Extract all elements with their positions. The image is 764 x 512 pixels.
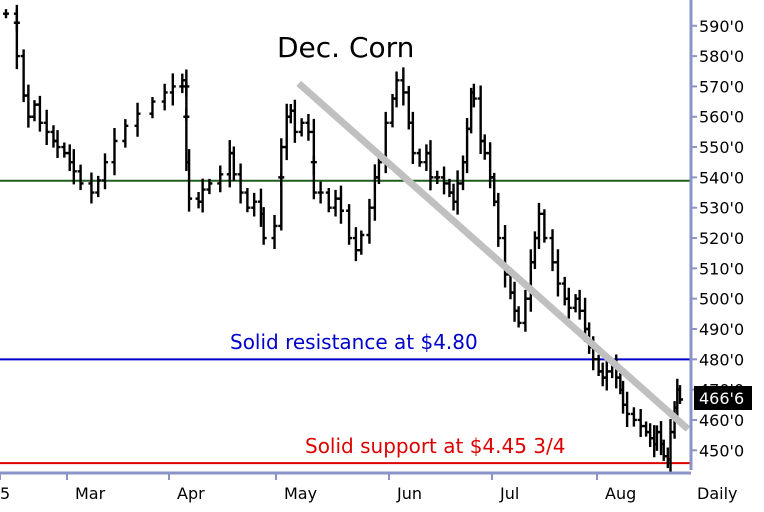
- y-tick-label: 450'0: [699, 441, 744, 460]
- horizontal-lines: [0, 179, 691, 465]
- x-tick-label: 5: [0, 484, 10, 503]
- price-bar: [310, 155, 317, 200]
- last-price-label: 466'6: [699, 389, 744, 408]
- x-tick-label: Apr: [177, 484, 205, 503]
- price-bar: [495, 192, 502, 247]
- price-bars: [3, 4, 683, 473]
- price-bar: [375, 155, 382, 185]
- price-bar: [36, 95, 43, 132]
- last-price-box: [694, 386, 752, 410]
- resistance-annotation: Solid resistance at $4.80: [230, 330, 478, 354]
- price-bar: [169, 73, 176, 106]
- price-bar: [630, 407, 637, 427]
- price-bar: [541, 209, 548, 243]
- price-bar: [206, 178, 213, 195]
- period-label: Daily: [697, 484, 737, 503]
- y-tick-label: 540'0: [699, 168, 744, 187]
- x-tick-label: May: [284, 484, 317, 503]
- price-bar: [298, 118, 305, 137]
- y-tick-label: 560'0: [699, 108, 744, 127]
- price-axis-ticks: 450'0460'0470'0480'0490'0500'0510'0520'0…: [691, 17, 744, 460]
- price-bar: [346, 204, 353, 245]
- downtrend-line: [296, 80, 691, 432]
- price-bar: [427, 140, 434, 191]
- price-bar: [70, 149, 77, 185]
- y-tick-label: 570'0: [699, 77, 744, 96]
- price-bar: [217, 165, 224, 193]
- price-bar: [88, 172, 95, 204]
- price-bar: [122, 119, 129, 148]
- price-bar: [43, 109, 50, 145]
- price-bar: [25, 84, 32, 128]
- time-axis-labels: 5 Mar Apr May Jun Jul Aug: [0, 473, 636, 503]
- price-bar: [317, 181, 324, 204]
- price-bar: [677, 385, 683, 405]
- price-bar: [161, 83, 168, 111]
- price-bar: [416, 148, 423, 167]
- price-bar: [565, 287, 572, 319]
- y-tick-label: 500'0: [699, 290, 744, 309]
- price-bar: [393, 71, 400, 108]
- price-bar: [260, 207, 267, 245]
- x-tick-label: Mar: [75, 484, 106, 503]
- price-bar: [101, 153, 108, 190]
- price-bar: [134, 102, 141, 137]
- price-bar: [199, 178, 206, 213]
- price-bar: [470, 83, 477, 108]
- price-bar: [251, 192, 258, 217]
- price-bar: [54, 130, 61, 158]
- price-bar: [624, 391, 631, 427]
- price-bar: [111, 127, 118, 176]
- x-tick-label: Jul: [499, 484, 519, 503]
- price-bar: [271, 214, 278, 249]
- price-bar: [244, 188, 251, 213]
- price-bar: [554, 249, 561, 297]
- y-tick-label: 490'0: [699, 320, 744, 339]
- price-bar: [358, 230, 365, 255]
- price-bar: [186, 149, 193, 212]
- price-bar: [434, 170, 441, 185]
- y-tick-label: 530'0: [699, 199, 744, 218]
- x-tick-label: Aug: [605, 484, 636, 503]
- y-tick-label: 520'0: [699, 229, 744, 248]
- price-bar: [77, 164, 84, 191]
- price-bar: [149, 97, 156, 119]
- support-annotation: Solid support at $4.45 3/4: [305, 434, 566, 458]
- x-tick-label: Jun: [396, 484, 422, 503]
- price-bar: [291, 99, 298, 143]
- y-tick-label: 510'0: [699, 259, 744, 278]
- price-bar: [325, 188, 332, 213]
- y-tick-label: 480'0: [699, 350, 744, 369]
- price-bar: [515, 306, 522, 328]
- price-bar: [230, 146, 237, 182]
- price-bar: [237, 163, 244, 204]
- price-bar: [13, 9, 20, 70]
- chart-title: Dec. Corn: [277, 31, 414, 64]
- y-tick-label: 550'0: [699, 138, 744, 157]
- plot-background: [0, 0, 691, 470]
- price-bar: [95, 175, 102, 198]
- price-bar: [3, 9, 9, 19]
- y-tick-label: 590'0: [699, 17, 744, 36]
- y-tick-label: 580'0: [699, 47, 744, 66]
- price-bar: [337, 185, 344, 224]
- price-bar: [409, 111, 416, 165]
- y-tick-label: 460'0: [699, 411, 744, 430]
